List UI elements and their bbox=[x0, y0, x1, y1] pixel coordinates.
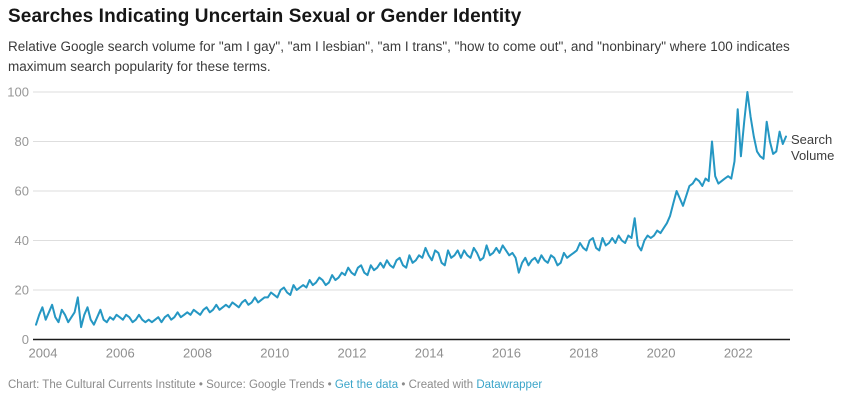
x-tick-label: 2012 bbox=[338, 346, 367, 361]
footer-separator: • bbox=[198, 379, 203, 391]
x-tick-label: 2018 bbox=[569, 346, 598, 361]
x-tick-label: 2010 bbox=[260, 346, 289, 361]
line-chart-plot: 0 20 40 60 80 100 2004 2006 2008 2010 2012 2014 2016… bbox=[7, 85, 793, 361]
footer-created-with: Created with bbox=[408, 379, 474, 391]
footer-source: Source: Google Trends bbox=[206, 379, 325, 391]
x-tick-label: 2014 bbox=[415, 346, 444, 361]
y-tick-label: 80 bbox=[15, 134, 29, 149]
get-the-data-link[interactable]: Get the data bbox=[334, 379, 399, 391]
footer-separator: • bbox=[401, 379, 406, 391]
x-tick-label: 2016 bbox=[492, 346, 521, 361]
x-tick-label: 2022 bbox=[724, 346, 753, 361]
footer-attribution: Chart: The Cultural Currents Institute •… bbox=[8, 379, 838, 391]
y-tick-label: 100 bbox=[7, 85, 29, 100]
datawrapper-link[interactable]: Datawrapper bbox=[476, 379, 543, 391]
footer-chart-credit: Chart: The Cultural Currents Institute bbox=[8, 379, 196, 391]
search-volume-line bbox=[35, 91, 787, 329]
y-tick-label: 60 bbox=[15, 184, 29, 199]
x-tick-label: 2008 bbox=[183, 346, 212, 361]
y-tick-label: 0 bbox=[22, 332, 29, 347]
footer-separator: • bbox=[327, 379, 332, 391]
y-tick-label: 20 bbox=[15, 283, 29, 298]
series-end-label: Search Volume bbox=[791, 132, 835, 164]
chart-description: Relative Google search volume for "am I … bbox=[8, 39, 790, 74]
x-tick-label: 2004 bbox=[29, 346, 58, 361]
x-tick-label: 2006 bbox=[106, 346, 135, 361]
chart-title: Searches Indicating Uncertain Sexual or … bbox=[8, 6, 522, 27]
y-tick-label: 40 bbox=[15, 233, 29, 248]
x-tick-label: 2020 bbox=[647, 346, 676, 361]
